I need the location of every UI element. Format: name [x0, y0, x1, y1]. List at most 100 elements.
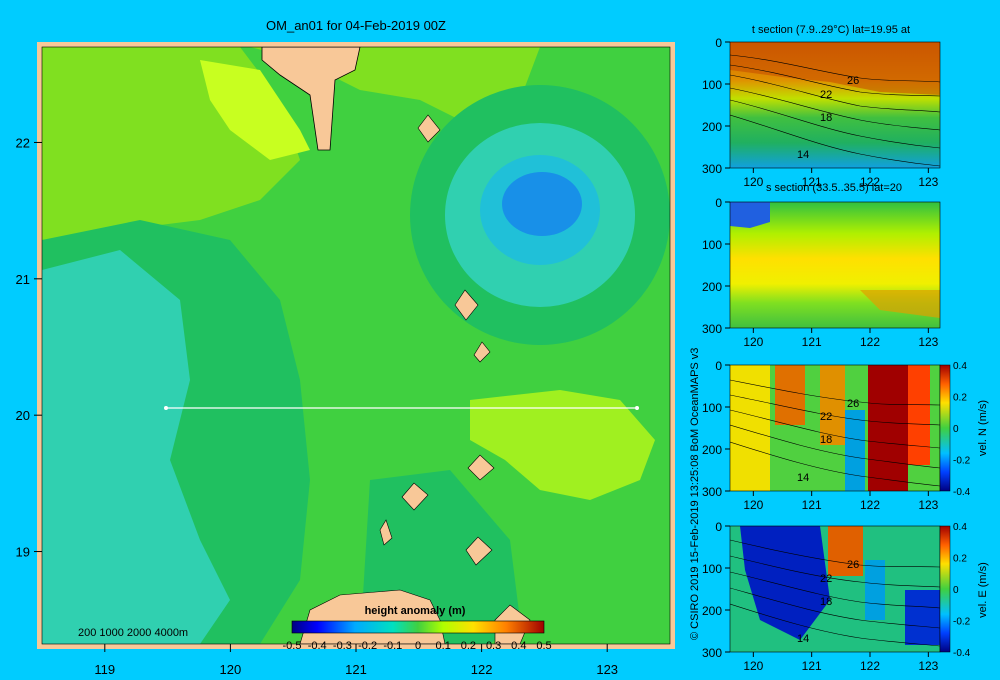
panel-y-tick-label: 0 [715, 196, 722, 210]
panel-x-tick-label: 121 [802, 175, 822, 189]
panel-x-tick-label: 123 [918, 659, 938, 673]
map-y-tick-label: 19 [16, 545, 30, 560]
map-title: OM_an01 for 04-Feb-2019 00Z [266, 18, 446, 33]
panel-x-tick-label: 121 [802, 498, 822, 512]
panel-y-tick-label: 0 [715, 520, 722, 534]
colorbar-tick-label: 0.1 [436, 640, 451, 652]
panel-vel-north-west-band [730, 365, 770, 491]
map-eddy-core [502, 172, 582, 236]
panel-colorbar-tick-label: -0.4 [953, 487, 971, 498]
panel-vel-east-label-22: 22 [820, 573, 832, 585]
panel-y-tick-label: 300 [702, 162, 722, 176]
panel-temperature-title: t section (7.9..29°C) lat=19.95 at [752, 24, 910, 36]
panel-x-tick-label: 121 [802, 659, 822, 673]
panel-temperature-label-14: 14 [797, 149, 809, 161]
panel-colorbar-tick-label: 0.4 [953, 522, 967, 533]
panel-vel-north-colorbar-label: vel. N (m/s) [977, 400, 989, 456]
panel-axes: 0 100 200 300 120 121 122 123 0 100 200 300 120 121 12… [702, 36, 971, 673]
map-y-tick-label: 20 [16, 408, 30, 423]
panel-x-tick-label: 120 [743, 498, 763, 512]
panel-colorbar-tick-label: 0.2 [953, 554, 967, 565]
panel-y-tick-label: 200 [702, 604, 722, 618]
panel-vel-north-band-1 [775, 365, 805, 425]
panel-colorbar-tick-label: 0 [953, 585, 959, 596]
colorbar-tick-label: 0.5 [536, 640, 551, 652]
panel-y-tick-label: 300 [702, 646, 722, 660]
panel-y-tick-label: 300 [702, 485, 722, 499]
panel-vel-north-label-26: 26 [847, 398, 859, 410]
panel-colorbar-tick-label: 0.4 [953, 361, 967, 372]
map-high-east [470, 390, 655, 500]
panel-salinity-fresh-patch [730, 202, 770, 228]
panel-y-tick-label: 100 [702, 238, 722, 252]
panel-vel-east-label-18: 18 [820, 596, 832, 608]
panel-x-tick-label: 122 [860, 659, 880, 673]
panel-salinity-border [729, 201, 941, 329]
panel-salinity-title: s section (33.5..35.5) lat=20 [766, 182, 902, 194]
colorbar-tick-label: 0.3 [486, 640, 501, 652]
map-y-tick-label: 21 [16, 272, 30, 287]
map-x-tick-label: 122 [471, 662, 493, 677]
panel-x-tick-label: 122 [860, 335, 880, 349]
panel-x-tick-label: 120 [743, 659, 763, 673]
panel-y-tick-label: 200 [702, 120, 722, 134]
colorbar-tick-label: 0.2 [461, 640, 476, 652]
panel-vel-east-westward-core [740, 526, 830, 640]
colorbar [291, 620, 545, 634]
panel-vel-east-label-26: 26 [847, 559, 859, 571]
panel-x-tick-label: 120 [743, 175, 763, 189]
panel-y-tick-label: 100 [702, 562, 722, 576]
panel-vel-north-label-18: 18 [820, 434, 832, 446]
map-x-tick-label: 120 [220, 662, 242, 677]
land-island-2 [454, 289, 479, 321]
colorbar-tick-label: -0.3 [333, 640, 352, 652]
panel-y-tick-label: 0 [715, 36, 722, 50]
land-island-1 [417, 114, 441, 143]
panel-salinity: s section (33.5..35.5) lat=20 [729, 182, 941, 329]
panel-temperature-label-22: 22 [820, 89, 832, 101]
land-island-4 [467, 454, 495, 481]
panel-colorbar-tick-label: -0.2 [953, 617, 971, 628]
panel-y-tick-label: 100 [702, 78, 722, 92]
panel-colorbar-tick-label: 0.2 [953, 393, 967, 404]
section-line-start [164, 406, 168, 410]
depth-legend: 200 1000 2000 4000m [78, 627, 188, 639]
panel-colorbar-tick-label: -0.4 [953, 648, 971, 659]
panel-x-tick-label: 123 [918, 498, 938, 512]
panel-vel-north-label-22: 22 [820, 411, 832, 423]
map-y-tick-label: 22 [16, 135, 30, 150]
panel-temperature-warm-layer [730, 42, 940, 95]
colorbar-tick-label: 0.4 [511, 640, 526, 652]
colorbar-ticks: -0.5 -0.4 -0.3 -0.2 -0.1 0 0.1 0.2 0.3 0.4 0.5 [283, 640, 552, 652]
map-low-band-west [42, 250, 230, 644]
panel-y-tick-label: 100 [702, 401, 722, 415]
panel-colorbar-tick-label: 0 [953, 424, 959, 435]
map-x-tick-label: 121 [345, 662, 367, 677]
map-plot: 200 1000 2000 4000m [42, 47, 670, 644]
colorbar-tick-label: -0.1 [383, 640, 402, 652]
panel-vel-east-deep-band [905, 590, 940, 645]
panel-vel-east-colorbar-label: vel. E (m/s) [977, 562, 989, 618]
map-y-axis: 22 21 20 19 [16, 135, 42, 560]
map-x-tick-label: 123 [596, 662, 618, 677]
colorbar-tick-label: -0.5 [283, 640, 302, 652]
land-island-6 [379, 519, 393, 546]
panel-vel-east: 26 22 18 14 vel. E (m/s) [729, 525, 989, 653]
panel-y-tick-label: 200 [702, 443, 722, 457]
panel-vel-north-band-2 [820, 365, 845, 445]
map-x-axis: 119 120 121 122 123 [94, 644, 618, 677]
panel-vel-east-contours [730, 539, 940, 647]
colorbar-tick-label: 0 [415, 640, 421, 652]
panel-vel-east-eastward-core [828, 526, 863, 576]
panel-y-tick-label: 200 [702, 280, 722, 294]
map-field-north-band [42, 47, 540, 120]
colorbar-tick-label: -0.2 [358, 640, 377, 652]
panel-x-tick-label: 121 [802, 335, 822, 349]
panel-vel-north-colorbar [939, 364, 951, 492]
panel-vel-north: 26 22 18 14 vel. N (m/s) [729, 364, 989, 492]
panel-vel-north-jet-edge [908, 365, 930, 465]
panel-temperature-contours [730, 54, 940, 167]
panel-temperature: t section (7.9..29°C) lat=19.95 at 26 22… [729, 24, 941, 169]
land-island-5 [401, 482, 429, 511]
